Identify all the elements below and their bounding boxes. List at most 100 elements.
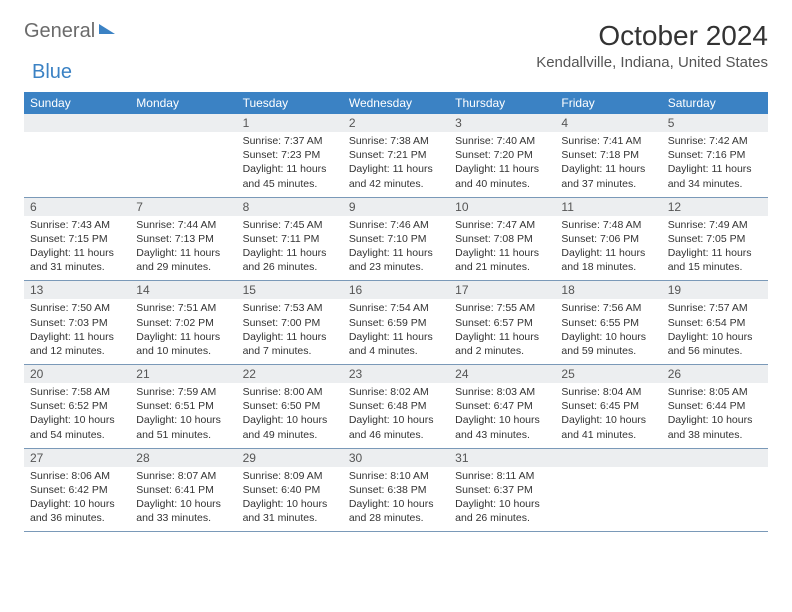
day-number: 25	[555, 365, 661, 383]
sunset-line: Sunset: 6:44 PM	[668, 399, 762, 413]
calendar-cell: 13Sunrise: 7:50 AMSunset: 7:03 PMDayligh…	[24, 281, 130, 365]
day-number: 8	[237, 198, 343, 216]
daylight-line: Daylight: 10 hours and 36 minutes.	[30, 497, 124, 525]
day-details: Sunrise: 7:47 AMSunset: 7:08 PMDaylight:…	[449, 216, 555, 281]
sunrise-line: Sunrise: 7:53 AM	[243, 301, 337, 315]
day-number: 29	[237, 449, 343, 467]
daylight-line: Daylight: 10 hours and 31 minutes.	[243, 497, 337, 525]
logo-triangle-icon	[99, 24, 115, 34]
day-details: Sunrise: 7:51 AMSunset: 7:02 PMDaylight:…	[130, 299, 236, 364]
daylight-line: Daylight: 11 hours and 4 minutes.	[349, 330, 443, 358]
day-details: Sunrise: 7:41 AMSunset: 7:18 PMDaylight:…	[555, 132, 661, 197]
day-details: Sunrise: 7:53 AMSunset: 7:00 PMDaylight:…	[237, 299, 343, 364]
sunset-line: Sunset: 7:11 PM	[243, 232, 337, 246]
day-number: 10	[449, 198, 555, 216]
calendar-cell: 30Sunrise: 8:10 AMSunset: 6:38 PMDayligh…	[343, 449, 449, 533]
sunrise-line: Sunrise: 7:54 AM	[349, 301, 443, 315]
sunset-line: Sunset: 6:38 PM	[349, 483, 443, 497]
calendar-cell: 29Sunrise: 8:09 AMSunset: 6:40 PMDayligh…	[237, 449, 343, 533]
weekday-header: Monday	[130, 92, 236, 114]
sunset-line: Sunset: 7:13 PM	[136, 232, 230, 246]
sunrise-line: Sunrise: 7:56 AM	[561, 301, 655, 315]
sunset-line: Sunset: 6:52 PM	[30, 399, 124, 413]
sunrise-line: Sunrise: 7:40 AM	[455, 134, 549, 148]
calendar-cell: 8Sunrise: 7:45 AMSunset: 7:11 PMDaylight…	[237, 198, 343, 282]
weekday-header: Friday	[555, 92, 661, 114]
daylight-line: Daylight: 10 hours and 43 minutes.	[455, 413, 549, 441]
day-details: Sunrise: 7:57 AMSunset: 6:54 PMDaylight:…	[662, 299, 768, 364]
day-number: 13	[24, 281, 130, 299]
calendar-cell: 4Sunrise: 7:41 AMSunset: 7:18 PMDaylight…	[555, 114, 661, 198]
daylight-line: Daylight: 10 hours and 26 minutes.	[455, 497, 549, 525]
day-number: 20	[24, 365, 130, 383]
calendar-cell: 27Sunrise: 8:06 AMSunset: 6:42 PMDayligh…	[24, 449, 130, 533]
sunrise-line: Sunrise: 8:05 AM	[668, 385, 762, 399]
logo-text-blue: Blue	[32, 61, 72, 83]
daylight-line: Daylight: 11 hours and 15 minutes.	[668, 246, 762, 274]
day-details: Sunrise: 7:37 AMSunset: 7:23 PMDaylight:…	[237, 132, 343, 197]
sunset-line: Sunset: 6:51 PM	[136, 399, 230, 413]
sunrise-line: Sunrise: 8:04 AM	[561, 385, 655, 399]
logo: General	[24, 20, 115, 43]
sunrise-line: Sunrise: 7:46 AM	[349, 218, 443, 232]
calendar-cell: 2Sunrise: 7:38 AMSunset: 7:21 PMDaylight…	[343, 114, 449, 198]
calendar-cell: 1Sunrise: 7:37 AMSunset: 7:23 PMDaylight…	[237, 114, 343, 198]
day-number: 6	[24, 198, 130, 216]
sunset-line: Sunset: 6:59 PM	[349, 316, 443, 330]
sunrise-line: Sunrise: 7:45 AM	[243, 218, 337, 232]
calendar-cell: 22Sunrise: 8:00 AMSunset: 6:50 PMDayligh…	[237, 365, 343, 449]
calendar-cell-empty	[130, 114, 236, 198]
daylight-line: Daylight: 10 hours and 38 minutes.	[668, 413, 762, 441]
sunrise-line: Sunrise: 7:59 AM	[136, 385, 230, 399]
calendar-cell: 23Sunrise: 8:02 AMSunset: 6:48 PMDayligh…	[343, 365, 449, 449]
calendar-cell: 18Sunrise: 7:56 AMSunset: 6:55 PMDayligh…	[555, 281, 661, 365]
day-number: 26	[662, 365, 768, 383]
sunrise-line: Sunrise: 8:09 AM	[243, 469, 337, 483]
calendar-cell-empty	[24, 114, 130, 198]
day-details: Sunrise: 8:07 AMSunset: 6:41 PMDaylight:…	[130, 467, 236, 532]
day-details: Sunrise: 7:40 AMSunset: 7:20 PMDaylight:…	[449, 132, 555, 197]
sunset-line: Sunset: 7:18 PM	[561, 148, 655, 162]
day-number: 27	[24, 449, 130, 467]
calendar-cell: 10Sunrise: 7:47 AMSunset: 7:08 PMDayligh…	[449, 198, 555, 282]
calendar-cell-empty	[662, 449, 768, 533]
sunrise-line: Sunrise: 8:03 AM	[455, 385, 549, 399]
sunset-line: Sunset: 7:02 PM	[136, 316, 230, 330]
day-details: Sunrise: 7:56 AMSunset: 6:55 PMDaylight:…	[555, 299, 661, 364]
day-details: Sunrise: 7:38 AMSunset: 7:21 PMDaylight:…	[343, 132, 449, 197]
day-number: 31	[449, 449, 555, 467]
day-details: Sunrise: 7:54 AMSunset: 6:59 PMDaylight:…	[343, 299, 449, 364]
day-number: 16	[343, 281, 449, 299]
calendar-cell: 17Sunrise: 7:55 AMSunset: 6:57 PMDayligh…	[449, 281, 555, 365]
day-details: Sunrise: 7:46 AMSunset: 7:10 PMDaylight:…	[343, 216, 449, 281]
daylight-line: Daylight: 11 hours and 42 minutes.	[349, 162, 443, 190]
sunset-line: Sunset: 7:21 PM	[349, 148, 443, 162]
daylight-line: Daylight: 10 hours and 56 minutes.	[668, 330, 762, 358]
weekday-header: Tuesday	[237, 92, 343, 114]
day-number: 1	[237, 114, 343, 132]
day-number: 14	[130, 281, 236, 299]
day-number: 19	[662, 281, 768, 299]
calendar-cell: 21Sunrise: 7:59 AMSunset: 6:51 PMDayligh…	[130, 365, 236, 449]
day-details: Sunrise: 7:49 AMSunset: 7:05 PMDaylight:…	[662, 216, 768, 281]
day-number: 30	[343, 449, 449, 467]
day-number: 15	[237, 281, 343, 299]
day-number: 7	[130, 198, 236, 216]
calendar-cell: 6Sunrise: 7:43 AMSunset: 7:15 PMDaylight…	[24, 198, 130, 282]
weekday-header: Thursday	[449, 92, 555, 114]
location-text: Kendallville, Indiana, United States	[536, 54, 768, 71]
sunrise-line: Sunrise: 7:49 AM	[668, 218, 762, 232]
daylight-line: Daylight: 11 hours and 29 minutes.	[136, 246, 230, 274]
sunrise-line: Sunrise: 7:42 AM	[668, 134, 762, 148]
sunset-line: Sunset: 7:08 PM	[455, 232, 549, 246]
sunset-line: Sunset: 6:45 PM	[561, 399, 655, 413]
daylight-line: Daylight: 10 hours and 28 minutes.	[349, 497, 443, 525]
weekday-header: Wednesday	[343, 92, 449, 114]
calendar-cell: 19Sunrise: 7:57 AMSunset: 6:54 PMDayligh…	[662, 281, 768, 365]
sunset-line: Sunset: 7:03 PM	[30, 316, 124, 330]
calendar-cell: 15Sunrise: 7:53 AMSunset: 7:00 PMDayligh…	[237, 281, 343, 365]
day-number: 23	[343, 365, 449, 383]
day-number: 2	[343, 114, 449, 132]
sunrise-line: Sunrise: 7:38 AM	[349, 134, 443, 148]
calendar: SundayMondayTuesdayWednesdayThursdayFrid…	[24, 92, 768, 532]
